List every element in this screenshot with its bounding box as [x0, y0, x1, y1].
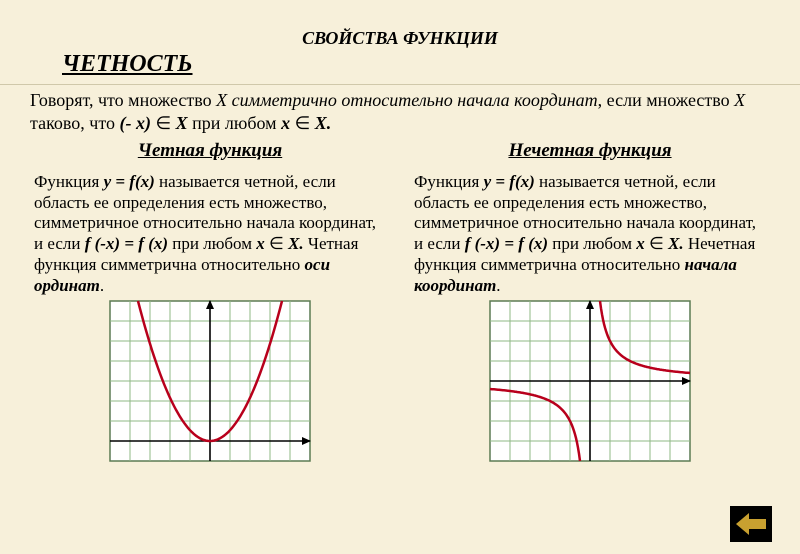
section-title: ЧЕТНОСТЬ	[0, 49, 800, 85]
back-arrow-icon	[736, 513, 766, 535]
left-title: Четная функция	[34, 140, 386, 162]
right-text: Функция y = f(x) называется четной, если…	[414, 172, 766, 296]
right-column: Нечетная функция Функция y = f(x) называ…	[400, 140, 780, 462]
left-text: Функция y = f(x) называется четной, если…	[34, 172, 386, 296]
odd-chart	[414, 300, 766, 462]
columns: Четная функция Функция y = f(x) называет…	[0, 140, 800, 462]
page-header: СВОЙСТВА ФУНКЦИИ	[0, 0, 800, 49]
even-chart	[34, 300, 386, 462]
back-button[interactable]	[730, 506, 772, 542]
left-column: Четная функция Функция y = f(x) называет…	[20, 140, 400, 462]
right-title: Нечетная функция	[414, 140, 766, 162]
intro-text: Говорят, что множество Х симметрично отн…	[0, 89, 800, 140]
